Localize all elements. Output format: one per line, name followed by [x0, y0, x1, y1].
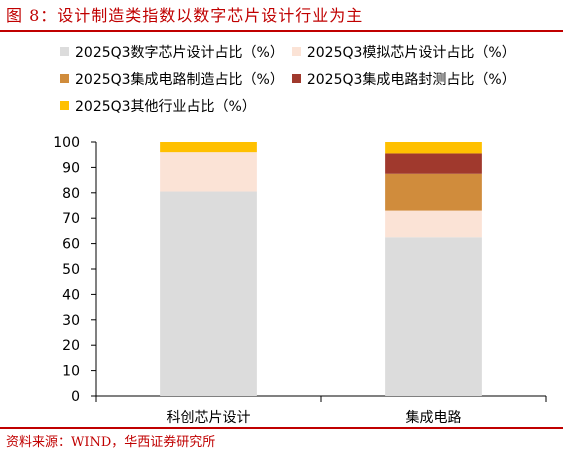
legend-item-other: 2025Q3其他行业占比（%）	[60, 96, 256, 116]
y-tick-label: 80	[62, 186, 80, 202]
legend-swatch-analog	[291, 47, 301, 56]
chart-legend: 2025Q3数字芯片设计占比（%） 2025Q3模拟芯片设计占比（%） 2025…	[60, 38, 560, 119]
legend-swatch-packaging	[291, 74, 301, 83]
title-rule	[0, 30, 563, 32]
bar-segment-analog	[160, 152, 257, 192]
x-category-label: 科创芯片设计	[167, 410, 251, 426]
legend-row: 2025Q3数字芯片设计占比（%） 2025Q3模拟芯片设计占比（%）	[60, 38, 560, 65]
y-tick-label: 30	[62, 313, 80, 329]
y-tick-label: 90	[62, 160, 80, 176]
legend-item-manufacturing: 2025Q3集成电路制造占比（%）	[60, 69, 284, 89]
bar-segment-digital	[385, 237, 482, 396]
legend-row: 2025Q3其他行业占比（%）	[60, 92, 560, 119]
bar-segment-other	[385, 142, 482, 154]
y-tick-label: 40	[62, 287, 80, 303]
source-note: 资料来源：WIND，华西证券研究所	[6, 435, 216, 450]
legend-label-other: 2025Q3其他行业占比（%）	[75, 98, 256, 115]
y-tick-label: 60	[62, 237, 80, 253]
legend-item-packaging: 2025Q3集成电路封测占比（%）	[291, 69, 516, 89]
x-category-label: 集成电路	[406, 409, 462, 426]
legend-item-analog: 2025Q3模拟芯片设计占比（%）	[291, 42, 516, 62]
legend-swatch-other	[60, 101, 69, 110]
legend-label-analog: 2025Q3模拟芯片设计占比（%）	[306, 44, 516, 61]
legend-label-manufacturing: 2025Q3集成电路制造占比（%）	[75, 71, 284, 88]
bar-segment-packaging	[385, 153, 482, 174]
legend-label-packaging: 2025Q3集成电路封测占比（%）	[306, 71, 516, 88]
legend-swatch-manufacturing	[60, 74, 69, 83]
bar-segment-analog	[385, 210, 482, 238]
bar-segment-manufacturing	[385, 173, 482, 211]
legend-row: 2025Q3集成电路制造占比（%） 2025Q3集成电路封测占比（%）	[60, 65, 560, 92]
legend-swatch-digital	[60, 47, 69, 56]
source-rule	[0, 427, 563, 429]
legend-item-digital: 2025Q3数字芯片设计占比（%）	[60, 42, 284, 62]
y-tick-label: 0	[71, 389, 80, 405]
y-tick-label: 70	[62, 211, 80, 227]
y-tick-label: 50	[62, 262, 80, 278]
y-tick-label: 20	[62, 338, 80, 354]
y-tick-label: 10	[62, 364, 80, 380]
figure-title: 图 8：设计制造类指数以数字芯片设计行业为主	[6, 6, 364, 25]
y-tick-label: 100	[53, 135, 80, 151]
legend-label-digital: 2025Q3数字芯片设计占比（%）	[75, 44, 284, 61]
bar-segment-other	[160, 142, 257, 153]
bar-segment-digital	[160, 191, 257, 396]
